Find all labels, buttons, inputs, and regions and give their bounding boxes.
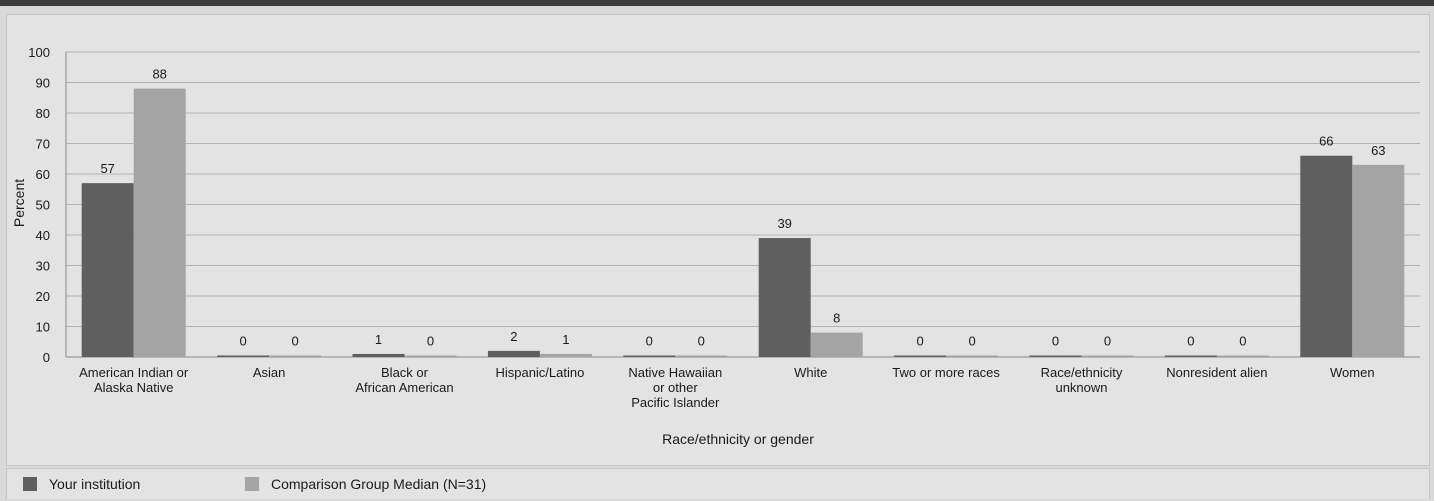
legend-swatch-comparison [245,477,259,491]
bar-your-institution [1029,355,1082,357]
data-label: 0 [698,334,705,349]
legend-label-comparison: Comparison Group Median (N=31) [271,476,487,492]
legend-swatch-your-institution [23,477,37,491]
bar-comparison [1081,355,1134,357]
y-tick-label: 50 [36,198,50,213]
bar-comparison [1352,164,1405,357]
x-tick-label: American Indian or Alaska Native [79,365,189,395]
data-label: 1 [562,332,569,347]
data-label: 0 [916,334,923,349]
data-label: 0 [1187,334,1194,349]
data-label: 0 [1104,334,1111,349]
bar-comparison [133,88,186,357]
legend-label-your-institution: Your institution [49,476,141,492]
data-label: 0 [1052,334,1059,349]
legend: Your institution Comparison Group Median… [6,468,1430,499]
x-tick-label: Nonresident alien [1166,365,1267,380]
top-rule [0,0,1434,6]
y-tick-label: 30 [36,259,50,274]
y-axis-ticks: 0 10 20 30 40 50 60 70 80 90 100 [28,45,50,365]
legend-item-comparison: Comparison Group Median (N=31) [245,476,486,492]
bar-comparison [269,355,322,357]
bar-comparison [1216,355,1269,357]
bar-your-institution [352,353,405,357]
bar-your-institution [1300,155,1353,357]
data-label: 2 [510,329,517,344]
bar-your-institution [217,355,270,357]
bar-your-institution [623,355,676,357]
data-label: 0 [646,334,653,349]
bar-comparison [404,355,457,357]
y-tick-label: 60 [36,167,50,182]
bar-comparison [946,355,999,357]
bar-comparison [539,353,592,357]
x-tick-label: Women [1330,365,1375,380]
y-axis-title: Percent [11,179,27,227]
bars [81,88,1405,357]
gridlines [65,51,1420,358]
data-label: 0 [427,334,434,349]
bar-your-institution [487,350,540,357]
y-tick-label: 100 [28,45,50,60]
y-tick-label: 10 [36,320,50,335]
x-tick-label: Black or African American [355,365,453,395]
y-tick-label: 80 [36,106,50,121]
data-label: 66 [1319,134,1333,149]
bar-comparison [675,355,728,357]
chart-panel [6,14,1430,466]
x-tick-label: Two or more races [892,365,1000,380]
data-label: 0 [239,334,246,349]
y-tick-label: 40 [36,228,50,243]
data-labels: 57 88 0 0 1 0 2 1 0 0 39 8 0 0 0 0 0 0 66 63 [100,67,1385,349]
bar-your-institution [81,183,134,357]
data-label: 63 [1371,143,1385,158]
x-axis-ticks: American Indian or Alaska Native Asian Blac… [79,365,1374,410]
data-label: 0 [968,334,975,349]
y-tick-label: 90 [36,76,50,91]
data-label: 8 [833,311,840,326]
y-tick-label: 0 [43,350,50,365]
data-label: 0 [1239,334,1246,349]
data-label: 57 [100,161,114,176]
x-tick-label: Race/ethnicity unknown [1041,365,1123,395]
bar-your-institution [1164,355,1217,357]
y-tick-label: 70 [36,137,50,152]
x-tick-label: Asian [253,365,286,380]
x-tick-label: Hispanic/Latino [495,365,584,380]
y-tick-label: 20 [36,289,50,304]
x-tick-label: White [794,365,827,380]
bar-comparison [810,332,863,357]
x-tick-label: Native Hawaiian or other Pacific Islander [628,365,722,410]
data-label: 0 [291,334,298,349]
legend-item-your-institution: Your institution [23,476,140,492]
bar-your-institution [894,355,947,357]
x-axis-title: Race/ethnicity or gender [662,431,814,447]
data-label: 39 [777,216,791,231]
data-label: 88 [152,67,166,82]
bar-your-institution [758,238,811,357]
data-label: 1 [375,332,382,347]
